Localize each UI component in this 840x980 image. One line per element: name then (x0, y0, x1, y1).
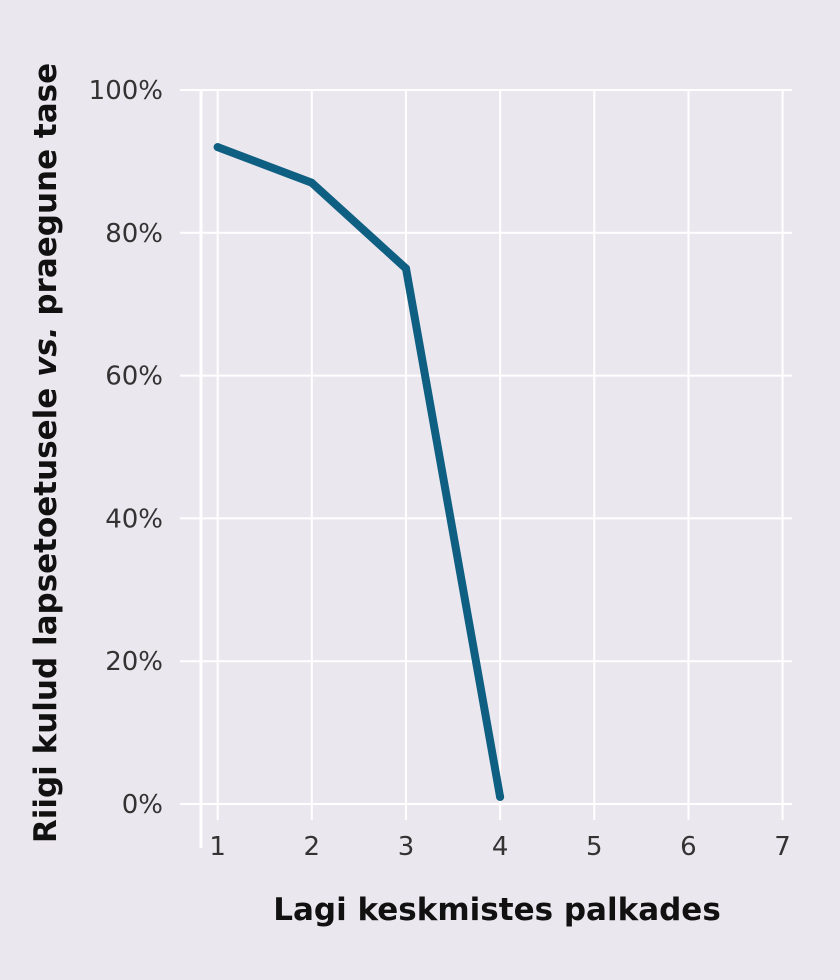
y-tick-label: 60% (105, 362, 163, 392)
y-axis-title-part3: praegune tase (28, 63, 64, 327)
x-tick-label: 7 (774, 832, 791, 862)
y-tick-label: 0% (122, 790, 163, 820)
x-tick-label: 4 (492, 832, 509, 862)
data-point (496, 792, 505, 801)
x-tick-label: 2 (304, 832, 321, 862)
grid (180, 89, 792, 820)
y-tick-label: 80% (105, 219, 163, 249)
data-point (401, 264, 410, 273)
x-axis-title: Lagi keskmistes palkades (273, 892, 721, 928)
y-tick-label: 40% (105, 504, 163, 534)
series-line (213, 143, 505, 801)
x-tick-label: 5 (586, 832, 603, 862)
y-tick-label: 20% (105, 647, 163, 677)
series-layer (213, 143, 505, 801)
y-tick-labels: 0% 20% 40% 60% 80% 100% (89, 76, 163, 820)
x-tick-label: 1 (209, 832, 226, 862)
data-point (307, 178, 316, 187)
data-point (213, 143, 222, 152)
y-axis-title-italic: vs. (28, 326, 64, 376)
y-axis-title: Riigi kulud lapsetoetusele vs. praegune … (28, 63, 64, 843)
y-tick-label: 100% (89, 76, 163, 106)
x-tick-label: 6 (680, 832, 697, 862)
x-tick-label: 3 (398, 832, 415, 862)
x-tick-labels: 1 2 3 4 5 6 7 (209, 832, 790, 862)
y-axis-title-part1: Riigi kulud lapsetoetusele (28, 377, 64, 843)
